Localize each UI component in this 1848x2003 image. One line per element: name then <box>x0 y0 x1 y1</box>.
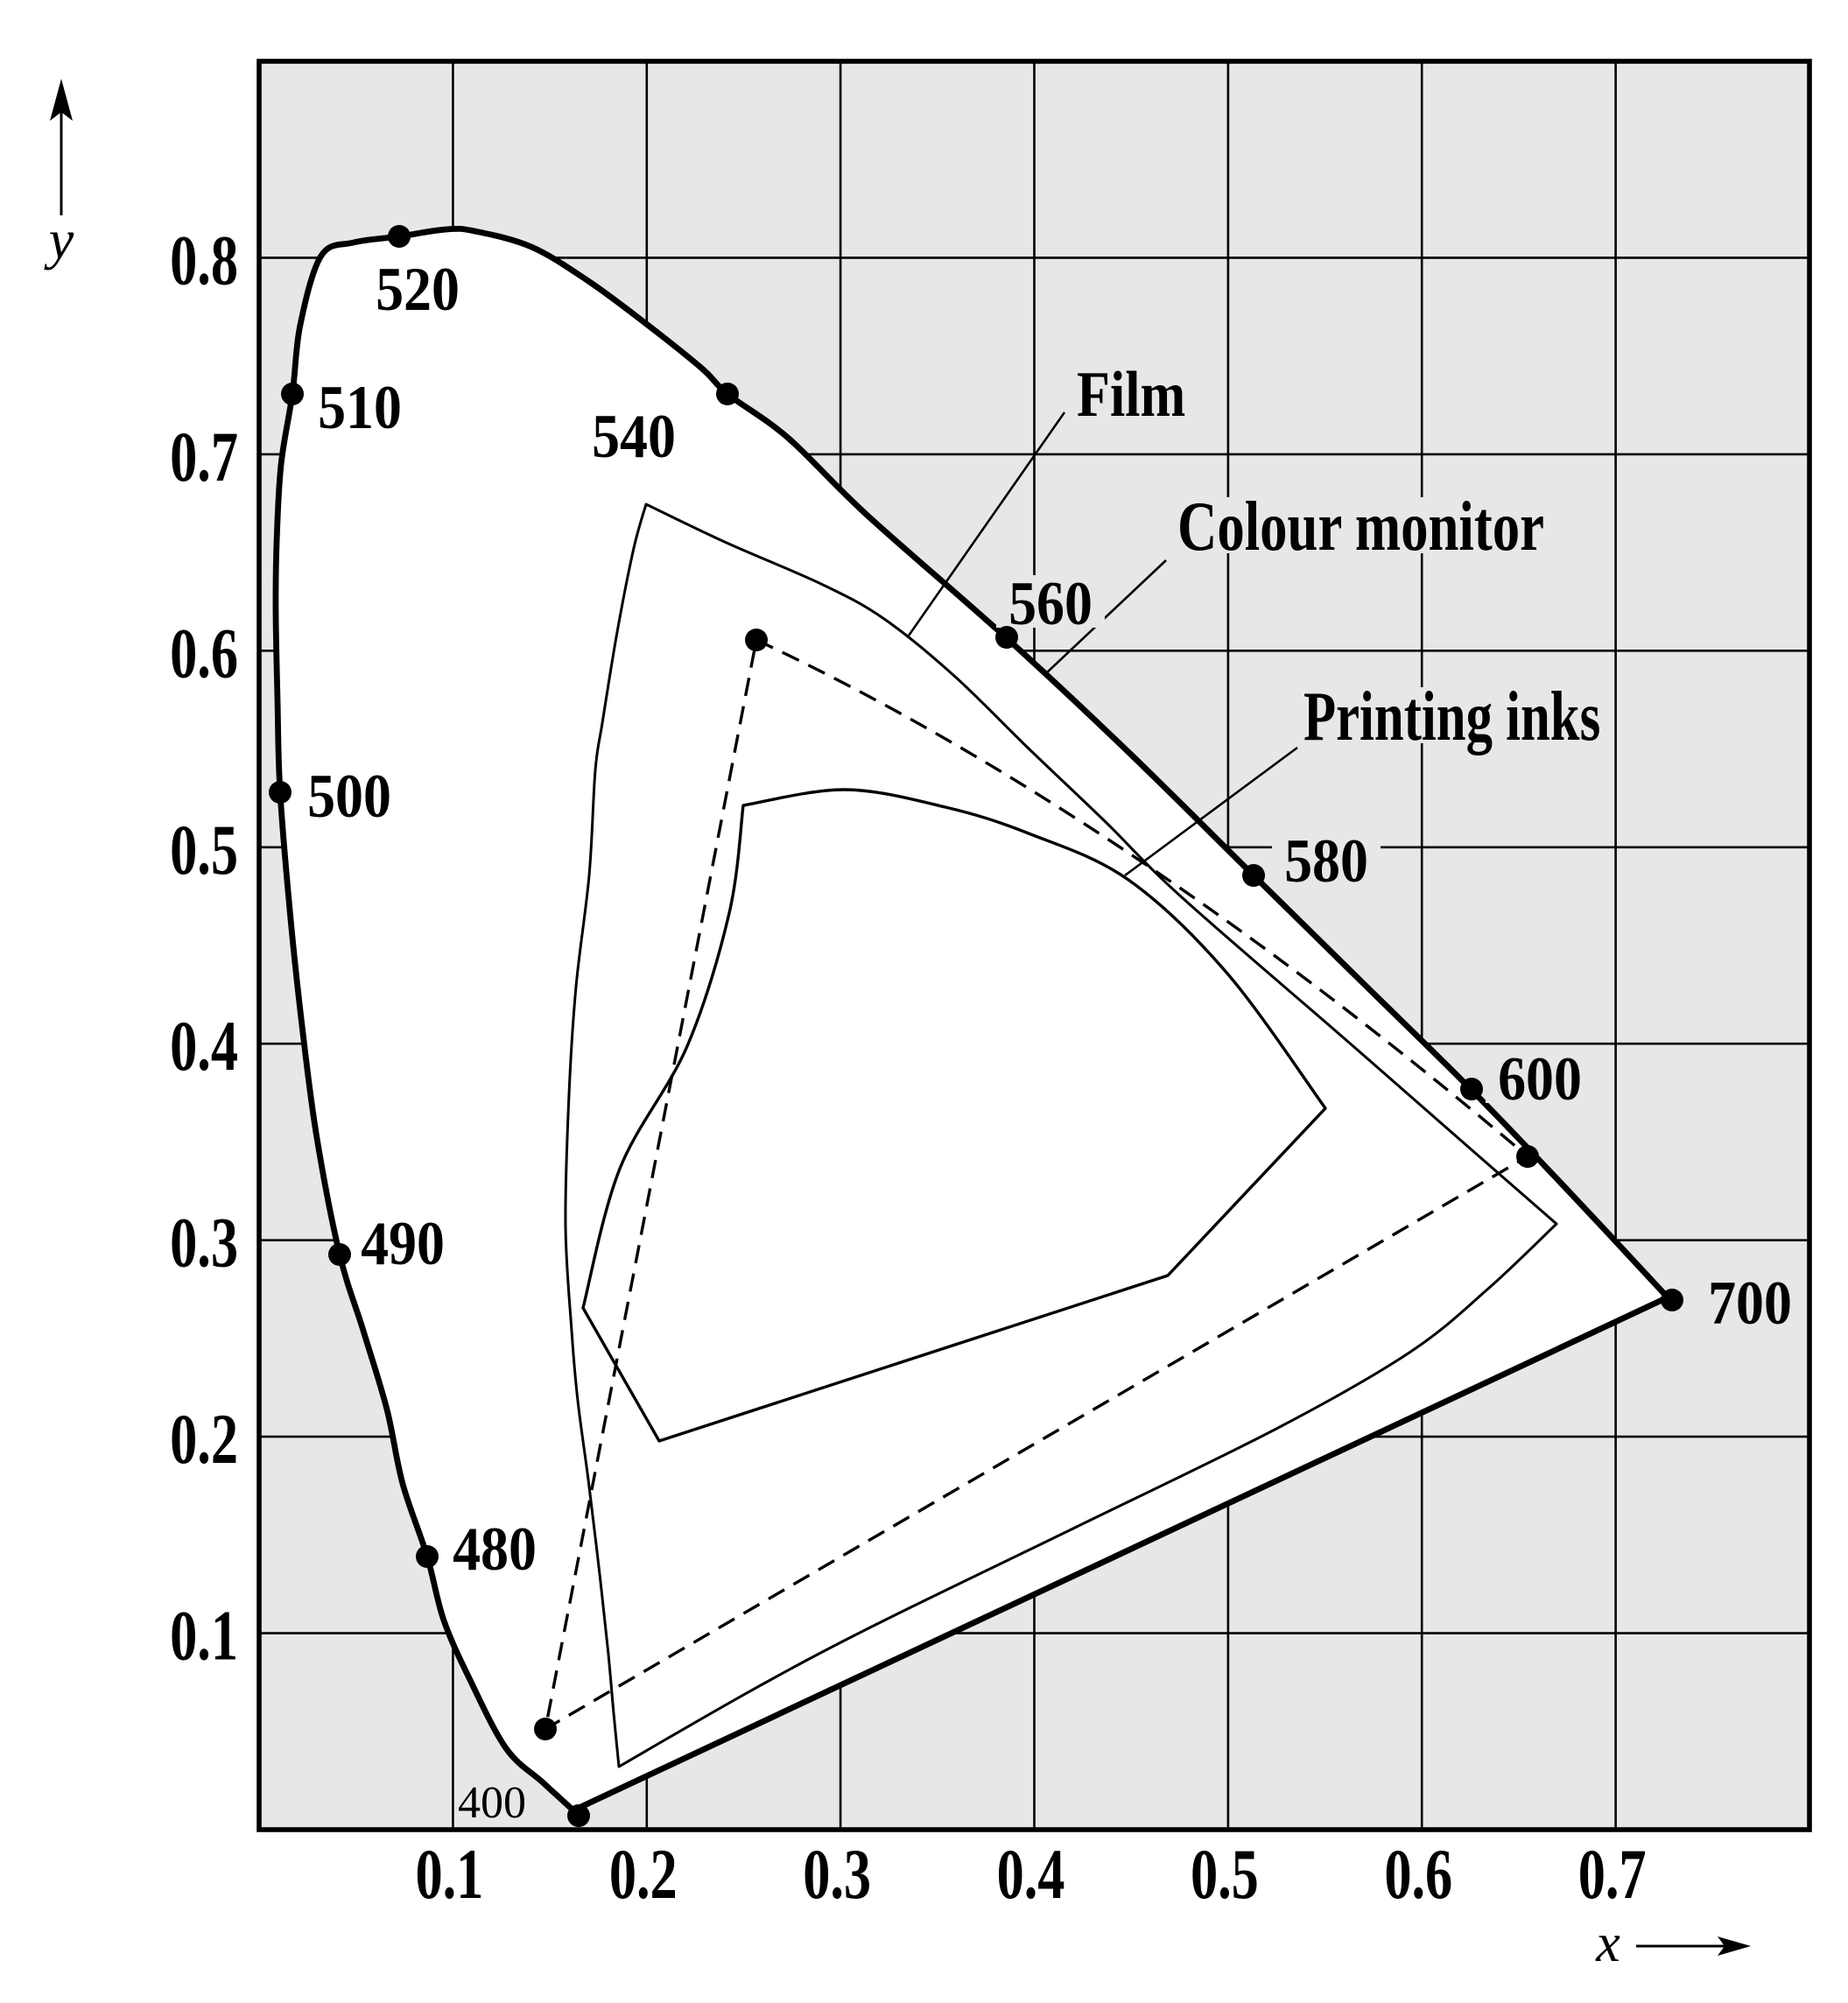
svg-text:400: 400 <box>458 1778 526 1828</box>
svg-text:700: 700 <box>1708 1269 1792 1338</box>
svg-text:y: y <box>44 208 74 271</box>
svg-text:Film: Film <box>1077 358 1185 430</box>
svg-text:0.4: 0.4 <box>997 1834 1065 1914</box>
svg-text:0.1: 0.1 <box>415 1834 483 1914</box>
svg-text:0.8: 0.8 <box>170 220 238 299</box>
svg-text:Colour monitor: Colour monitor <box>1177 486 1544 566</box>
svg-text:0.7: 0.7 <box>1578 1834 1647 1914</box>
svg-text:Printing inks: Printing inks <box>1303 678 1600 756</box>
svg-text:x: x <box>1595 1914 1620 1973</box>
svg-text:480: 480 <box>453 1515 537 1584</box>
svg-text:500: 500 <box>307 762 391 831</box>
svg-text:580: 580 <box>1284 826 1368 896</box>
svg-text:0.5: 0.5 <box>1191 1834 1259 1914</box>
svg-text:0.4: 0.4 <box>170 1006 238 1086</box>
svg-text:510: 510 <box>318 373 402 442</box>
svg-text:520: 520 <box>376 255 460 324</box>
svg-text:600: 600 <box>1498 1044 1582 1114</box>
svg-text:0.7: 0.7 <box>170 417 238 496</box>
svg-text:0.1: 0.1 <box>170 1595 238 1675</box>
svg-text:560: 560 <box>1008 569 1093 638</box>
svg-text:0.6: 0.6 <box>1384 1834 1452 1914</box>
svg-text:490: 490 <box>361 1209 445 1278</box>
svg-text:0.2: 0.2 <box>170 1399 238 1479</box>
svg-text:0.3: 0.3 <box>803 1834 871 1914</box>
svg-text:0.3: 0.3 <box>170 1202 238 1282</box>
svg-text:0.5: 0.5 <box>170 810 238 889</box>
svg-text:0.2: 0.2 <box>609 1834 678 1914</box>
svg-text:540: 540 <box>592 402 676 471</box>
svg-text:0.6: 0.6 <box>170 613 238 692</box>
